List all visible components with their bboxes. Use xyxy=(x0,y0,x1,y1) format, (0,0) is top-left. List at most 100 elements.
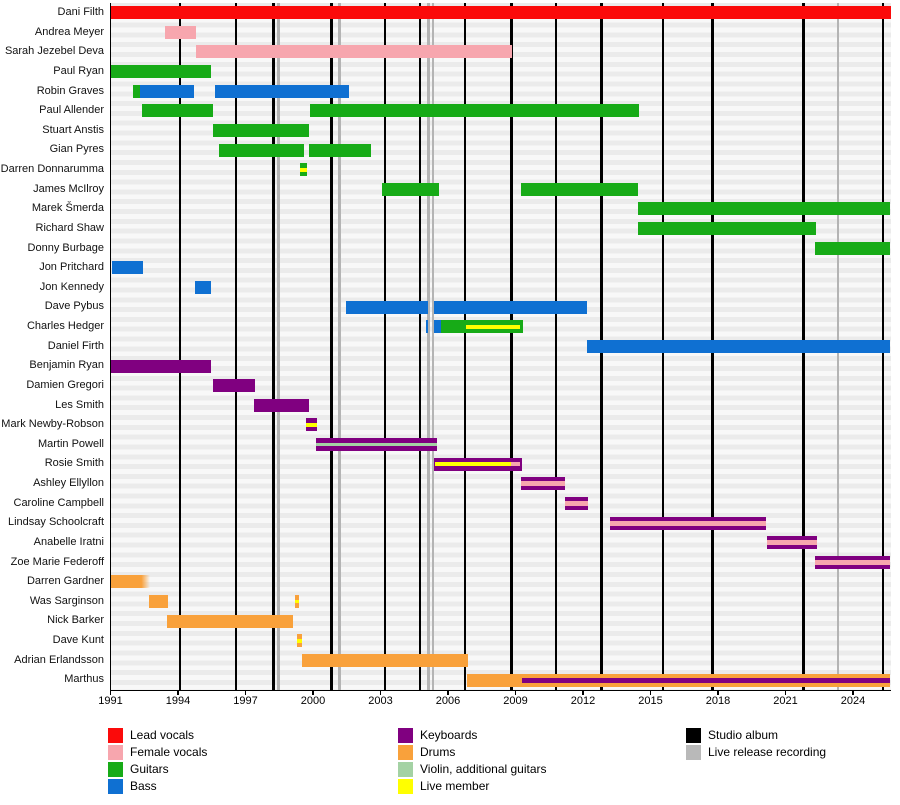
axis-tick xyxy=(177,691,179,695)
member-bar xyxy=(441,320,523,334)
legend-label-drums: Drums xyxy=(420,745,456,759)
member-label: Les Smith xyxy=(55,398,104,411)
member-label: Caroline Campbell xyxy=(13,496,105,509)
member-label: Was Sarginson xyxy=(29,594,104,607)
member-label: James McIlroy xyxy=(33,182,104,195)
axis-tick xyxy=(717,691,719,695)
member-bar xyxy=(213,379,255,393)
member-bar xyxy=(814,555,890,569)
member-label: Darren Gardner xyxy=(26,575,104,588)
legend-swatch-live_release_recording xyxy=(686,745,701,760)
role-stripe xyxy=(521,481,565,487)
member-label: Marek Šmerda xyxy=(31,202,104,215)
member-label: Mark Newby-Robson xyxy=(1,418,104,431)
legend-swatch-female_vocals xyxy=(108,745,123,760)
member-label: Benjamin Ryan xyxy=(29,359,104,372)
member-label: Dave Kunt xyxy=(52,634,104,647)
studio-album-line xyxy=(178,3,182,690)
member-bar xyxy=(295,595,300,609)
member-bar xyxy=(310,104,639,118)
member-bar xyxy=(219,143,304,157)
studio-album-line xyxy=(383,3,387,690)
member-bar xyxy=(346,300,428,314)
legend-label-keyboards: Keyboards xyxy=(420,728,478,742)
role-stripe xyxy=(306,423,318,427)
axis-tick-label: 2012 xyxy=(570,695,596,707)
legend-swatch-guitars xyxy=(108,762,123,777)
member-label: Jon Pritchard xyxy=(39,261,104,274)
axis-tick-label: 1991 xyxy=(98,695,123,707)
member-label: Robin Graves xyxy=(36,84,104,97)
member-bar xyxy=(112,261,144,275)
member-label: Dani Filth xyxy=(57,6,104,18)
legend-label-bass: Bass xyxy=(130,779,157,793)
legend-label-studio_album: Studio album xyxy=(708,728,779,742)
axis-tick xyxy=(514,691,517,695)
member-bar xyxy=(587,339,890,353)
member-label: Zoe Marie Federoff xyxy=(10,555,104,568)
axis-tick-label: 2021 xyxy=(773,695,798,707)
legend-label-live_release_recording: Live release recording xyxy=(708,745,827,759)
member-bar xyxy=(466,673,890,687)
role-stripe xyxy=(610,520,767,526)
role-stripe xyxy=(299,168,307,172)
live-recording-line xyxy=(431,3,435,690)
member-bar xyxy=(315,438,437,452)
member-bar xyxy=(638,202,890,216)
member-label: Marthus xyxy=(64,673,104,686)
member-label: Martin Powell xyxy=(37,437,104,450)
axis-tick xyxy=(852,691,854,695)
member-bar xyxy=(767,536,817,550)
member-label: Damien Gregori xyxy=(26,378,104,391)
role-stripe xyxy=(295,599,300,604)
studio-album-line xyxy=(272,3,275,690)
axis-tick xyxy=(312,691,314,695)
axis-tick-label: 2009 xyxy=(503,695,528,707)
axis-tick-label: 2018 xyxy=(705,695,731,707)
member-bar xyxy=(565,496,588,510)
member-bar xyxy=(110,6,891,20)
member-label: Nick Barker xyxy=(47,614,104,627)
role-stripe xyxy=(510,462,520,466)
role-stripe xyxy=(297,639,302,643)
role-stripe xyxy=(814,559,890,565)
member-bar xyxy=(381,182,440,196)
legend-swatch-drums xyxy=(398,745,413,760)
member-bar xyxy=(434,320,442,334)
role-stripe xyxy=(315,442,437,447)
member-bar xyxy=(148,595,169,609)
member-label: Richard Shaw xyxy=(35,221,104,234)
studio-album-line xyxy=(330,3,333,690)
member-bar xyxy=(297,634,302,648)
x-axis-line xyxy=(110,689,891,691)
axis-tick-label: 2015 xyxy=(638,695,663,707)
member-bar xyxy=(214,84,349,98)
legend-swatch-live_member xyxy=(398,779,413,794)
member-bar xyxy=(433,457,522,471)
member-label: Anabelle Iratni xyxy=(33,535,104,548)
role-stripe xyxy=(565,500,588,506)
live-recording-line xyxy=(338,3,341,690)
legend-swatch-violin_additional_guitars xyxy=(398,762,413,777)
legend-label-guitars: Guitars xyxy=(130,762,169,776)
axis-tick xyxy=(447,691,449,695)
member-label: Paul Ryan xyxy=(53,64,104,77)
member-label: Charles Hedger xyxy=(26,320,104,333)
role-stripe xyxy=(466,325,520,329)
member-label: Andrea Meyer xyxy=(34,25,104,38)
member-bar xyxy=(141,104,214,118)
member-label: Gian Pyres xyxy=(49,143,104,156)
member-bar xyxy=(110,65,212,79)
member-bar xyxy=(433,300,588,314)
legend-swatch-studio_album xyxy=(686,728,701,743)
member-bar xyxy=(301,653,469,667)
live-recording-line xyxy=(427,3,430,690)
axis-tick-label: 1997 xyxy=(233,695,258,707)
axis-tick xyxy=(649,691,652,695)
legend-swatch-lead_vocals xyxy=(108,728,123,743)
member-label: Stuart Anstis xyxy=(42,123,104,136)
legend-label-live_member: Live member xyxy=(420,779,490,793)
axis-tick-label: 2000 xyxy=(300,695,326,707)
axis-tick-label: 2006 xyxy=(435,695,461,707)
studio-album-line xyxy=(234,3,238,690)
